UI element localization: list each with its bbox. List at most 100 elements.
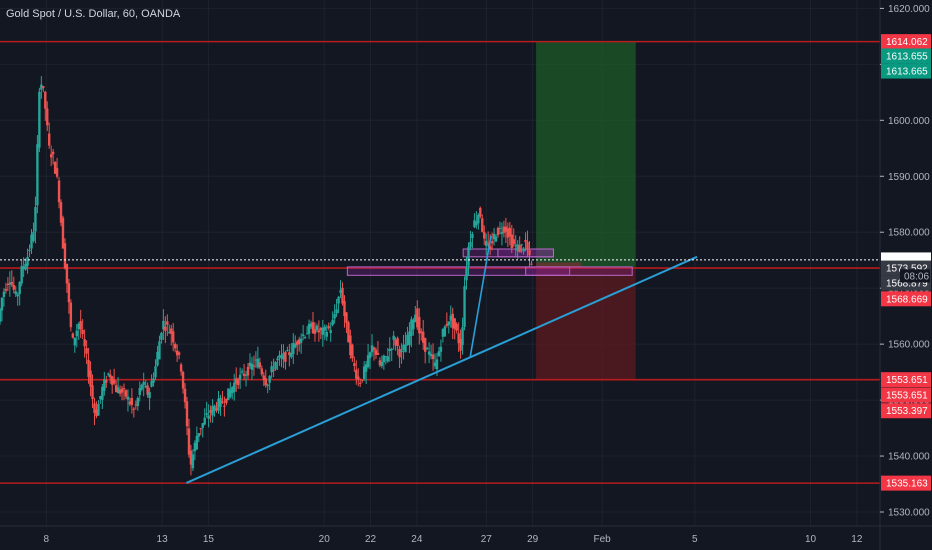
candle-body	[360, 379, 364, 381]
candle-body	[528, 250, 531, 256]
candle-body	[112, 379, 116, 384]
candle-body	[150, 381, 153, 387]
candle-body	[272, 369, 275, 371]
candle-body	[128, 401, 132, 405]
candle-body	[504, 226, 508, 232]
steep-trendline[interactable]	[469, 235, 492, 358]
position-boxes	[536, 41, 636, 380]
candle-body	[422, 331, 425, 343]
time-tick-label: 12	[851, 534, 863, 545]
candle-body	[101, 386, 104, 400]
candle-body	[298, 339, 301, 344]
candle-body	[280, 355, 283, 359]
candle-body	[410, 319, 413, 336]
candle-body	[357, 376, 360, 380]
candle-body	[46, 108, 49, 126]
candle-body	[266, 384, 269, 386]
price-tags: 1614.0621613.6551613.6651575.0481573.592…	[881, 34, 931, 491]
candle-body	[185, 401, 189, 427]
candle-body	[355, 369, 358, 379]
trendlines[interactable]	[186, 235, 698, 484]
candle-body	[67, 283, 71, 303]
candle-body	[412, 319, 415, 330]
candle-body	[398, 348, 401, 358]
candle-body	[116, 387, 120, 394]
candle-body	[471, 233, 474, 239]
price-tag-background	[881, 291, 931, 307]
candle-body	[49, 154, 53, 158]
zone-rectangles[interactable]	[346, 248, 633, 276]
candle-body	[467, 246, 470, 266]
candle-body	[85, 348, 88, 354]
candle-body	[305, 333, 309, 335]
candle-body	[217, 398, 220, 411]
price-tag-label: 1613.655	[886, 51, 928, 62]
candle-body	[195, 435, 199, 450]
candle-body	[87, 359, 90, 378]
candle-body	[242, 373, 246, 377]
countdown-label: 08:06	[904, 271, 929, 282]
candle-body	[44, 91, 47, 109]
candle-body	[172, 331, 175, 343]
candle-body	[475, 221, 478, 226]
candle-body	[469, 241, 472, 248]
candle-body	[8, 282, 12, 285]
candle-body	[71, 333, 75, 338]
time-axis[interactable]: 8 13 15 20 22 24 27 29 Feb 5 10 12	[44, 534, 863, 545]
candle-body	[59, 202, 63, 223]
candle-body	[38, 91, 41, 148]
candle-body	[449, 315, 452, 321]
candle-body	[240, 371, 244, 373]
candle-body	[262, 375, 265, 381]
candle-body	[183, 388, 187, 403]
candle-body	[524, 239, 527, 243]
zone-rectangle[interactable]	[346, 266, 571, 276]
price-tag-label: 1568.879	[886, 279, 928, 290]
ascending-trendline[interactable]	[186, 255, 698, 484]
candle-body	[341, 287, 344, 304]
candle-body	[142, 381, 145, 385]
candle-body	[416, 308, 419, 328]
candle-body	[380, 361, 384, 367]
candle-body	[99, 396, 102, 400]
candle-body	[353, 363, 356, 366]
candle-body	[459, 339, 462, 351]
candle-body	[437, 351, 441, 357]
candle-body	[264, 378, 267, 386]
stop-zone[interactable]	[536, 268, 636, 380]
candle-body	[372, 347, 376, 350]
symbol-legend[interactable]: Gold Spot / U.S. Dollar, 60, OANDA	[6, 8, 180, 20]
candle-body	[42, 85, 45, 88]
candle-body	[329, 330, 332, 334]
candle-body	[181, 371, 185, 389]
candle-body	[91, 385, 94, 400]
price-tick-label: 1560.000	[888, 340, 930, 351]
price-tag-background	[881, 387, 931, 403]
candle-body	[307, 323, 311, 334]
candle-body	[284, 351, 287, 362]
candle-body	[392, 335, 395, 340]
candle-body	[439, 346, 443, 352]
target-zone[interactable]	[536, 41, 636, 269]
candle-body	[276, 358, 279, 361]
candle-body	[510, 234, 513, 248]
candle-body	[107, 373, 110, 375]
candle-body	[518, 245, 521, 253]
candle-body	[189, 450, 193, 465]
grid-lines	[0, 0, 880, 526]
candle-body	[366, 355, 370, 368]
price-tick-label: 1580.000	[888, 228, 930, 239]
zone-rectangle[interactable]	[525, 266, 633, 276]
candle-body	[73, 337, 76, 346]
candle-body	[294, 343, 297, 348]
candle-body	[313, 329, 317, 334]
candle-body	[65, 263, 69, 284]
candle-body	[335, 309, 338, 314]
candle-body	[10, 281, 14, 285]
candle-body	[516, 244, 519, 251]
candle-body	[4, 288, 8, 291]
horizontal-levels[interactable]	[0, 40, 880, 484]
price-tag-label: 1553.397	[886, 406, 928, 417]
time-tick-label: 24	[411, 534, 423, 545]
